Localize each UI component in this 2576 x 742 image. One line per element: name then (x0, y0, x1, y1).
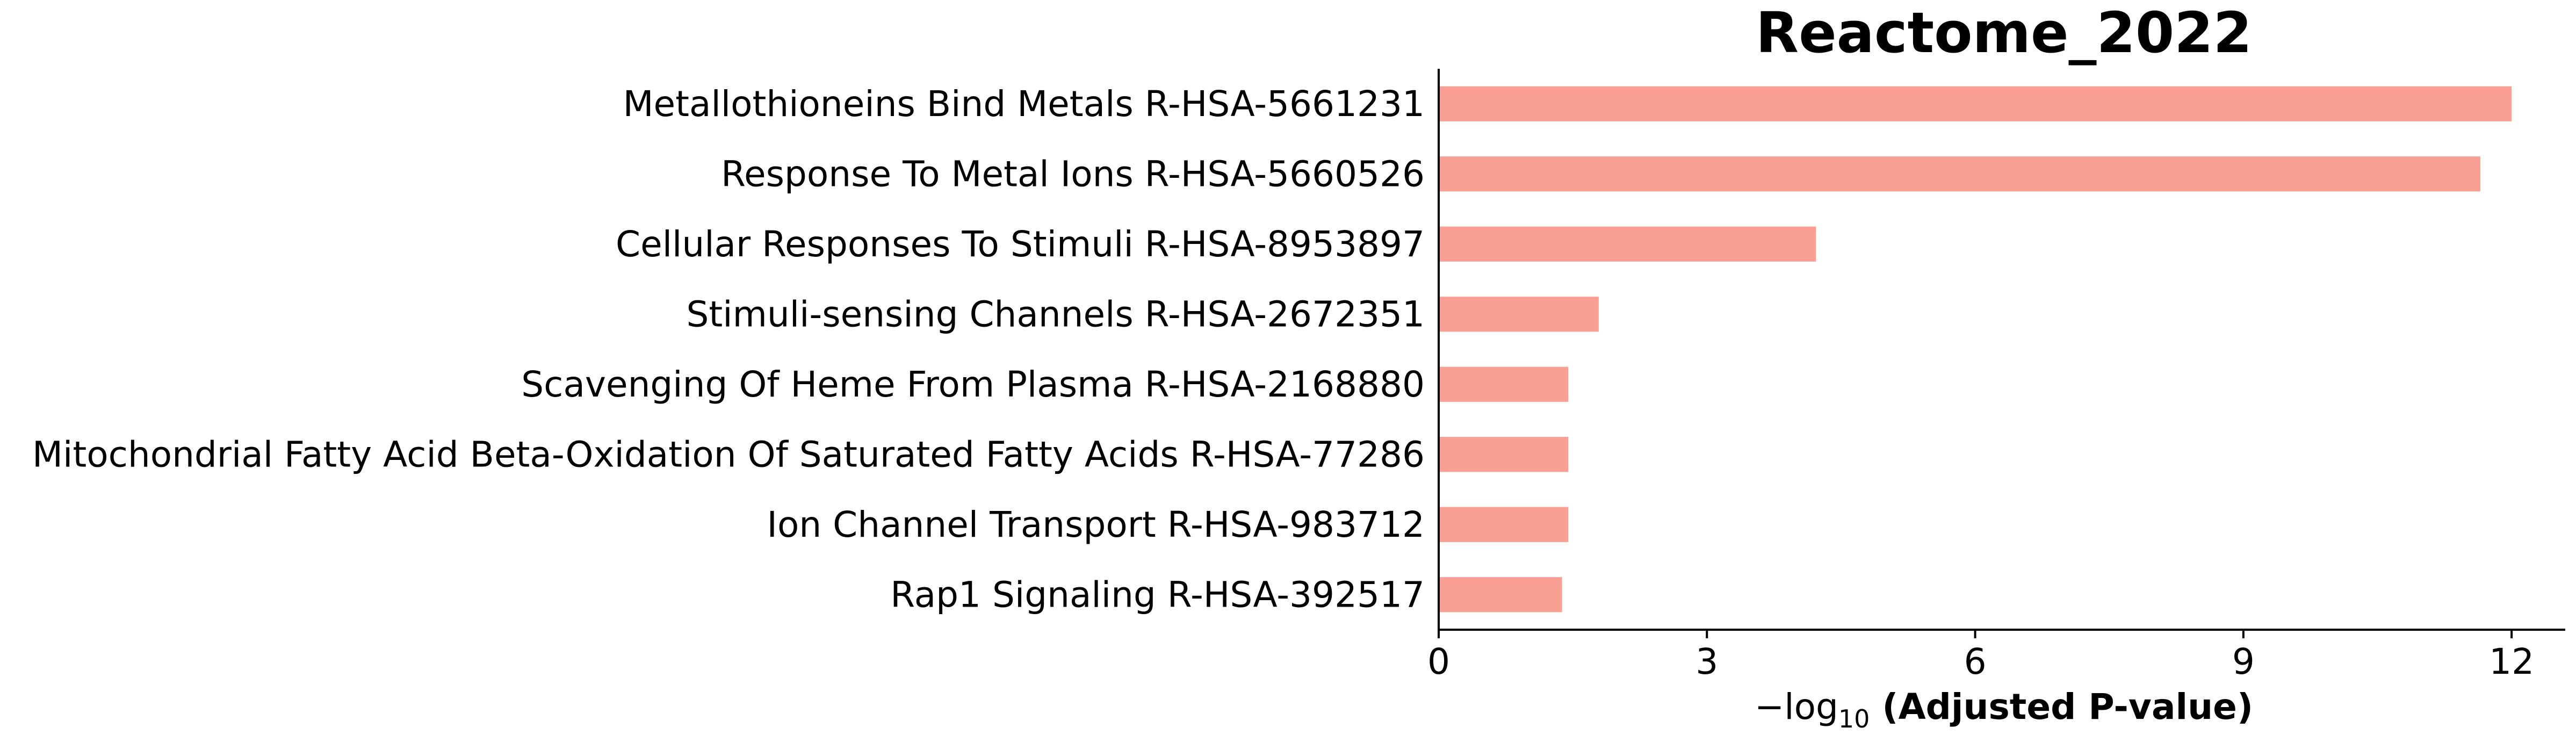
bar (1439, 437, 1569, 472)
bar (1439, 156, 2480, 192)
category-labels: Metallothioneins Bind Metals R-HSA-56612… (32, 83, 1425, 616)
category-label: Ion Channel Transport R-HSA-983712 (767, 504, 1425, 545)
x-axis-label-text: (Adjusted P-value) (1870, 686, 2253, 727)
category-label: Scavenging Of Heme From Plasma R-HSA-216… (521, 364, 1425, 405)
category-label: Metallothioneins Bind Metals R-HSA-56612… (623, 83, 1425, 125)
category-label: Stimuli-sensing Channels R-HSA-2672351 (687, 293, 1425, 335)
x-axis-label-prefix: −log (1755, 686, 1838, 727)
category-label: Rap1 Signaling R-HSA-392517 (890, 574, 1425, 615)
category-label: Response To Metal Ions R-HSA-5660526 (721, 153, 1425, 194)
x-tick-label: 9 (2232, 641, 2255, 682)
x-axis-label: −log10 (Adjusted P-value) (1755, 686, 2253, 733)
bar (1439, 226, 1816, 262)
x-tick-label: 6 (1964, 641, 1987, 682)
chart-title: Reactome_2022 (1756, 0, 2252, 66)
category-label: Mitochondrial Fatty Acid Beta-Oxidation … (32, 434, 1425, 475)
bar (1439, 366, 1569, 402)
bar (1439, 507, 1569, 542)
bar (1439, 86, 2512, 121)
bar (1439, 297, 1599, 332)
category-label: Cellular Responses To Stimuli R-HSA-8953… (616, 224, 1425, 265)
x-tick-label: 12 (2489, 641, 2534, 682)
x-tick-label: 3 (1695, 641, 1718, 682)
x-axis-label-subscript: 10 (1838, 704, 1870, 733)
bars-group (1439, 86, 2512, 613)
x-tick-label: 0 (1427, 641, 1450, 682)
x-ticks: 0 3 6 9 12 (1427, 630, 2534, 682)
bar (1439, 577, 1562, 613)
